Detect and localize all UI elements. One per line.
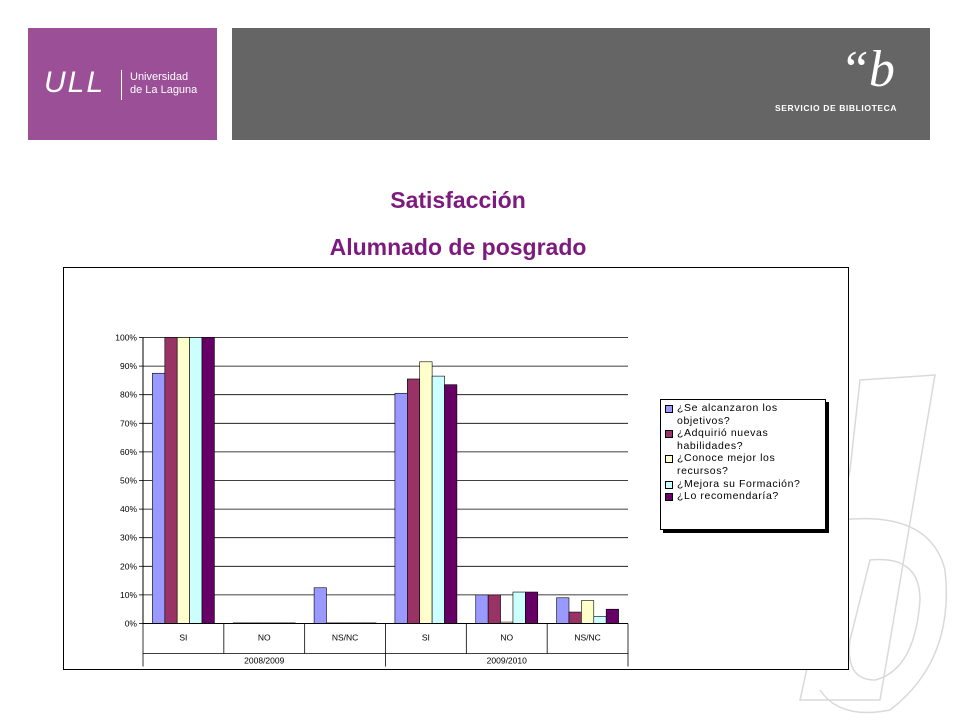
page-subtitle: Alumnado de posgrado	[329, 234, 587, 260]
legend-item: ¿Conoce mejor los recursos?	[665, 452, 821, 477]
bar	[407, 378, 421, 624]
y-tick-label: 10%	[120, 590, 137, 600]
legend-item: ¿Mejora su Formación?	[665, 478, 821, 491]
ull-university-name: Universidad de La Laguna	[130, 71, 197, 97]
y-tick-label: 90%	[120, 361, 137, 371]
bar	[593, 616, 607, 624]
y-tick-label: 20%	[120, 561, 137, 571]
bar	[313, 587, 327, 624]
legend-label: ¿Lo recomendaría?	[677, 490, 779, 503]
bar	[512, 591, 526, 624]
legend-item: ¿Se alcanzaron los objetivos?	[665, 402, 821, 427]
bar	[605, 608, 619, 624]
bar	[568, 611, 582, 624]
legend-label: ¿Se alcanzaron los objetivos?	[677, 402, 778, 427]
bar	[152, 372, 166, 624]
bar	[394, 392, 408, 624]
bar	[176, 337, 190, 624]
biblioteca-header-box	[232, 28, 930, 140]
bar	[419, 361, 433, 624]
legend-swatch	[665, 455, 673, 464]
y-tick-label: 60%	[120, 447, 137, 457]
bar	[487, 594, 501, 624]
y-tick-label: 0%	[125, 619, 138, 629]
ull-name-line1: Universidad	[130, 71, 189, 83]
legend-item: ¿Lo recomendaría?	[665, 490, 821, 503]
ull-name-line2: de La Laguna	[130, 84, 198, 96]
ull-header-box	[28, 28, 217, 140]
x-tick-label: SI	[422, 633, 430, 643]
y-tick-label: 100%	[115, 333, 137, 343]
legend-item: ¿Adquirió nuevas habilidades?	[665, 427, 821, 452]
x-group-label: 2008/2009	[244, 656, 284, 666]
bar	[525, 591, 539, 624]
y-tick-label: 70%	[120, 418, 137, 428]
x-group-label: 2009/2010	[487, 656, 527, 666]
bar	[164, 337, 178, 624]
legend-label: ¿Mejora su Formación?	[677, 477, 801, 490]
biblioteca-label: SERVICIO DE BIBLIOTECA	[775, 103, 898, 113]
bar	[431, 375, 445, 624]
x-tick-label: SI	[179, 633, 187, 643]
legend-label: ¿Adquirió nuevas habilidades?	[677, 427, 769, 452]
bar	[189, 337, 203, 624]
legend-label: ¿Conoce mejor los recursos?	[677, 452, 776, 477]
bar	[444, 384, 458, 624]
x-tick-label: NS/NC	[332, 633, 358, 643]
y-tick-label: 30%	[120, 533, 137, 543]
bar	[556, 597, 570, 624]
x-tick-label: NO	[258, 633, 271, 643]
biblioteca-logo: “b	[840, 41, 895, 98]
legend-swatch	[665, 405, 673, 413]
b-watermark-decoration	[799, 374, 948, 714]
x-tick-label: NO	[500, 633, 513, 643]
ull-logo-divider	[121, 70, 122, 100]
legend-swatch	[665, 493, 673, 502]
legend-swatch	[665, 430, 673, 439]
y-tick-label: 50%	[120, 476, 137, 486]
x-tick-label: NS/NC	[574, 633, 600, 643]
y-tick-label: 40%	[120, 504, 137, 514]
bar	[201, 337, 215, 624]
ull-logo: ULL	[44, 66, 106, 99]
page-title: Satisfacción	[390, 187, 526, 213]
y-tick-label: 80%	[120, 390, 137, 400]
chart-legend: ¿Se alcanzaron los objetivos? ¿Adquirió n…	[660, 399, 826, 530]
legend-swatch	[665, 480, 673, 489]
bar	[581, 600, 595, 624]
bar	[475, 594, 489, 624]
